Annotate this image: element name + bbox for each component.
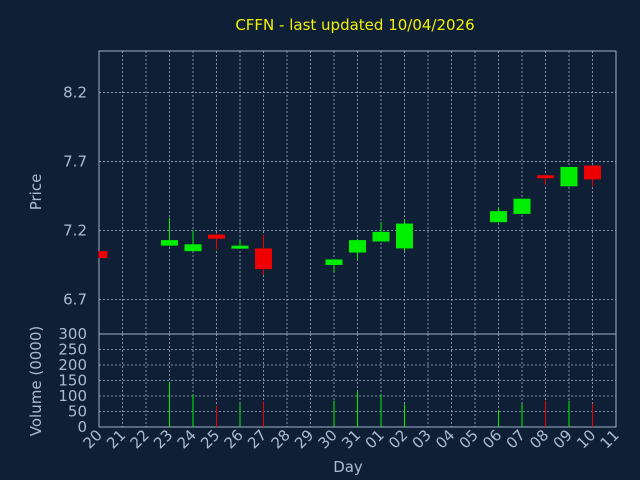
- candlestick-series: [98, 165, 601, 275]
- volume-bar-series: [169, 382, 593, 427]
- price-tick-label: 6.7: [63, 290, 87, 308]
- day-tick-label: 29: [291, 426, 317, 452]
- candle-body: [255, 248, 272, 270]
- price-tick-label: 7.7: [63, 152, 87, 170]
- volume-tick-label: 0: [77, 418, 87, 436]
- day-tick-label: 30: [315, 426, 341, 452]
- candle-body: [560, 166, 578, 187]
- day-tick-label: 24: [174, 426, 200, 452]
- candle-body: [584, 165, 601, 180]
- volume-tick-label: 50: [68, 403, 87, 421]
- day-tick-label: 03: [409, 426, 435, 452]
- volume-tick-label: 100: [58, 387, 87, 405]
- candle-body: [231, 245, 249, 249]
- day-tick-label: 09: [550, 426, 576, 452]
- day-tick-label: 11: [597, 426, 623, 452]
- volume-tick-label: 300: [58, 325, 87, 343]
- price-axis-label: Price: [27, 174, 45, 211]
- day-tick-label: 07: [503, 426, 529, 452]
- day-tick-label: 23: [150, 426, 176, 452]
- day-tick-label: 04: [432, 426, 458, 452]
- day-tick-label: 25: [197, 426, 223, 452]
- candle-body: [372, 231, 390, 242]
- candle-body: [161, 240, 178, 246]
- day-tick-label: 26: [221, 426, 247, 452]
- candle-body: [99, 251, 108, 259]
- candle-body: [490, 211, 507, 223]
- day-tick-label: 22: [127, 426, 153, 452]
- price-tick-label: 8.2: [63, 83, 87, 101]
- volume-tick-label: 200: [58, 356, 87, 374]
- day-tick-label: 10: [573, 426, 599, 452]
- day-tick-label: 05: [456, 426, 482, 452]
- day-tick-label: 01: [362, 426, 388, 452]
- price-gridlines: [99, 51, 616, 334]
- day-tick-label: 08: [526, 426, 552, 452]
- candle-body: [513, 198, 531, 214]
- day-tick-label: 06: [479, 426, 505, 452]
- volume-tick-label: 150: [58, 372, 87, 390]
- day-axis-ticks: 2021222324252627282930310102030405060708…: [80, 426, 623, 452]
- day-tick-label: 28: [268, 426, 294, 452]
- volume-tick-label: 250: [58, 341, 87, 359]
- candle-body: [396, 223, 413, 249]
- candle-body: [208, 234, 225, 239]
- price-tick-label: 7.2: [63, 221, 87, 239]
- volume-axis-label: Volume (0000): [27, 326, 45, 436]
- day-tick-label: 31: [338, 426, 364, 452]
- day-tick-label: 21: [103, 426, 129, 452]
- day-axis-label: Day: [333, 458, 363, 476]
- day-tick-label: 02: [385, 426, 411, 452]
- chart-title: CFFN - last updated 10/04/2026: [235, 16, 474, 34]
- candle-body: [325, 259, 343, 265]
- candle-body: [184, 244, 202, 252]
- candle-body: [349, 240, 366, 253]
- price-axis-ticks: 6.7 7.2 7.7 8.2: [63, 83, 87, 308]
- day-tick-label: 27: [244, 426, 270, 452]
- candle-body: [537, 175, 554, 179]
